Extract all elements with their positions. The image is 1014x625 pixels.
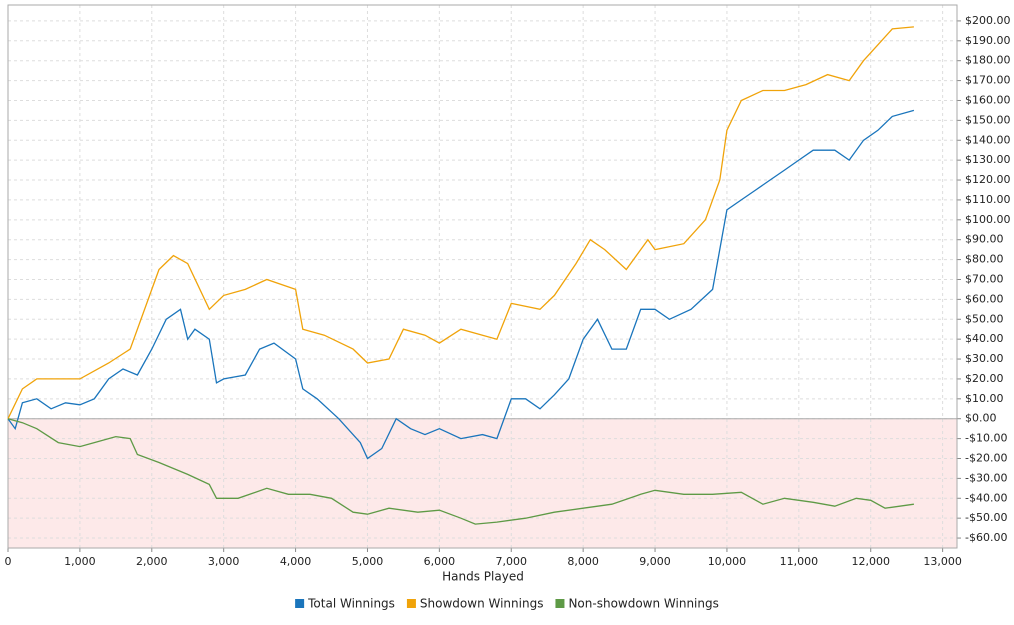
x-axis-label: Hands Played [442, 570, 524, 584]
y-tick-label: $10.00 [965, 392, 1004, 405]
y-tick-label: -$60.00 [965, 531, 1007, 544]
y-tick-label: $70.00 [965, 272, 1004, 285]
y-tick-label: -$50.00 [965, 511, 1007, 524]
y-tick-label: $170.00 [965, 74, 1011, 87]
x-tick-label: 4,000 [280, 555, 312, 568]
legend-label: Total Winnings [307, 597, 395, 611]
series-line [7, 418, 914, 525]
x-tick-label: 5,000 [352, 555, 384, 568]
legend-swatch [406, 599, 416, 608]
y-tick-label: $110.00 [965, 193, 1011, 206]
y-tick-label: $120.00 [965, 173, 1011, 186]
y-tick-label: $50.00 [965, 312, 1004, 325]
x-tick-label: 0 [5, 555, 12, 568]
legend-label: Non-showdown Winnings [568, 597, 718, 611]
x-tick-label: 11,000 [780, 555, 819, 568]
y-tick-label: $130.00 [965, 153, 1011, 166]
x-tick-label: 12,000 [851, 555, 890, 568]
x-tick-label: 1,000 [64, 555, 96, 568]
y-tick-label: -$40.00 [965, 491, 1007, 504]
y-tick-label: $40.00 [965, 332, 1004, 345]
y-tick-label: $150.00 [965, 113, 1011, 126]
y-tick-label: $30.00 [965, 352, 1004, 365]
y-tick-label: $100.00 [965, 213, 1011, 226]
y-tick-label: $140.00 [965, 133, 1011, 146]
y-tick-label: $20.00 [965, 372, 1004, 385]
y-tick-label: $180.00 [965, 54, 1011, 67]
series-line [7, 26, 914, 419]
y-tick-label: $60.00 [965, 292, 1004, 305]
y-tick-label: $190.00 [965, 34, 1011, 47]
x-tick-label: 2,000 [136, 555, 168, 568]
y-tick-label: $160.00 [965, 93, 1011, 106]
x-tick-label: 10,000 [708, 555, 747, 568]
y-tick-label: $0.00 [965, 412, 997, 425]
x-tick-label: 7,000 [496, 555, 528, 568]
plot-border [7, 4, 958, 549]
y-tick-label: $200.00 [965, 14, 1011, 27]
legend-swatch [295, 599, 305, 608]
x-tick-label: 8,000 [567, 555, 599, 568]
y-tick-label: $90.00 [965, 233, 1004, 246]
negative-region [8, 418, 957, 548]
x-tick-label: 9,000 [639, 555, 671, 568]
y-tick-label: -$30.00 [965, 471, 1007, 484]
y-tick-label: -$10.00 [965, 432, 1007, 445]
y-tick-label: $80.00 [965, 253, 1004, 266]
y-tick-label: -$20.00 [965, 451, 1007, 464]
legend-label: Showdown Winnings [420, 597, 544, 611]
x-tick-label: 13,000 [923, 555, 962, 568]
x-tick-label: 3,000 [208, 555, 240, 568]
x-tick-label: 6,000 [424, 555, 456, 568]
series-line [7, 109, 915, 460]
legend-swatch [555, 599, 565, 608]
